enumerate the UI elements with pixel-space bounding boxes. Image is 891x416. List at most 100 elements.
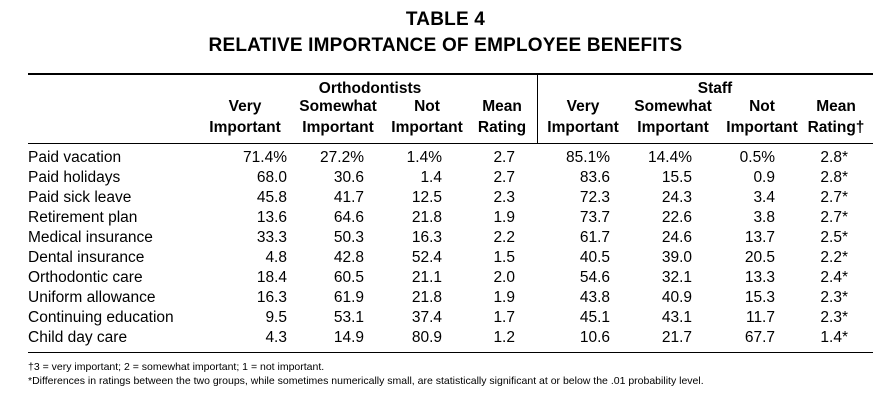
col-header-line1: Very xyxy=(228,98,262,115)
staff-value-cell: 2.3* xyxy=(820,289,848,306)
staff-value-cell: 2.5* xyxy=(820,229,848,246)
staff-value-cell: 10.6 xyxy=(579,329,610,346)
staff-value-cell: 15.5 xyxy=(661,169,692,186)
table-row: Orthodontic care 18.4 60.5 21.1 2.0 54.6 32.1 1… xyxy=(0,268,891,288)
staff-value-cell: 24.6 xyxy=(661,229,692,246)
staff-value-cell: 40.9 xyxy=(661,289,692,306)
orthodontist-value-cell: 2.3 xyxy=(493,189,515,206)
orthodontist-value-cell: 1.9 xyxy=(493,209,515,226)
col-header-line2: Rating xyxy=(477,119,527,136)
orthodontist-value-cell: 2.7 xyxy=(493,169,515,186)
orthodontist-value-cell: 52.4 xyxy=(411,249,442,266)
orthodontist-value-cell: 45.8 xyxy=(256,189,287,206)
col-header-line1: Mean xyxy=(482,98,522,115)
orthodontist-value-cell: 1.7 xyxy=(493,309,515,326)
table-row: Retirement plan 13.6 64.6 21.8 1.9 73.7 22.6 3.… xyxy=(0,208,891,228)
staff-value-cell: 0.9 xyxy=(753,169,775,186)
staff-value-cell: 22.6 xyxy=(661,209,692,226)
col-header-line1: Somewhat xyxy=(299,98,377,115)
orthodontist-value-cell: 16.3 xyxy=(411,229,442,246)
staff-value-cell: 3.8 xyxy=(753,209,775,226)
staff-value-cell: 85.1% xyxy=(566,149,610,166)
col-header-line2: Important xyxy=(547,119,619,136)
orthodontist-value-cell: 1.5 xyxy=(493,249,515,266)
row-label: Orthodontic care xyxy=(28,269,143,286)
orthodontist-value-cell: 68.0 xyxy=(256,169,287,186)
table-row: Child day care 4.3 14.9 80.9 1.2 10.6 21.7 67.7… xyxy=(0,328,891,348)
orthodontist-value-cell: 53.1 xyxy=(333,309,364,326)
orthodontist-value-cell: 27.2% xyxy=(320,149,364,166)
staff-value-cell: 20.5 xyxy=(744,249,775,266)
orthodontist-value-cell: 30.6 xyxy=(333,169,364,186)
bottom-rule xyxy=(28,352,873,353)
header-rule xyxy=(28,143,873,144)
staff-value-cell: 11.7 xyxy=(745,309,775,326)
staff-value-cell: 2.7* xyxy=(820,189,848,206)
col-header-line1: Not xyxy=(414,98,440,115)
orthodontist-value-cell: 18.4 xyxy=(256,269,287,286)
staff-value-cell: 15.3 xyxy=(744,289,775,306)
orthodontist-value-cell: 1.9 xyxy=(493,289,515,306)
col-header-mean-rating: Mean Rating xyxy=(470,96,534,138)
col-header-line2: Important xyxy=(302,119,374,136)
orthodontist-value-cell: 80.9 xyxy=(411,329,442,346)
row-label: Retirement plan xyxy=(28,209,138,226)
orthodontist-value-cell: 50.3 xyxy=(333,229,364,246)
row-label: Medical insurance xyxy=(28,229,153,246)
top-rule xyxy=(28,73,873,75)
col-header-not-important: Not Important xyxy=(385,96,469,138)
staff-value-cell: 13.3 xyxy=(744,269,775,286)
orthodontist-value-cell: 61.9 xyxy=(333,289,364,306)
table-row: Continuing education 9.5 53.1 37.4 1.7 45.1 43… xyxy=(0,308,891,328)
staff-value-cell: 2.8* xyxy=(820,149,848,166)
orthodontist-value-cell: 13.6 xyxy=(256,209,287,226)
row-label: Paid sick leave xyxy=(28,189,132,206)
col-header-very-important: Very Important xyxy=(205,96,285,138)
orthodontist-value-cell: 21.1 xyxy=(411,269,442,286)
table-row: Paid holidays 68.0 30.6 1.4 2.7 83.6 15.5 0.9 2.… xyxy=(0,168,891,188)
col-header-mean-rating-staff: Mean Rating† xyxy=(804,96,868,138)
col-header-very-important-staff: Very Important xyxy=(540,96,626,138)
staff-value-cell: 0.5% xyxy=(739,149,775,166)
row-label: Paid holidays xyxy=(28,169,121,186)
group-divider xyxy=(537,75,538,144)
staff-value-cell: 43.1 xyxy=(661,309,692,326)
table-title: TABLE 4 xyxy=(405,9,486,30)
table-row: Uniform allowance 16.3 61.9 21.8 1.9 43.8 40.9… xyxy=(0,288,891,308)
row-label: Dental insurance xyxy=(28,249,145,266)
orthodontist-value-cell: 21.8 xyxy=(411,289,442,306)
orthodontist-value-cell: 14.9 xyxy=(333,329,364,346)
orthodontist-value-cell: 12.5 xyxy=(411,189,442,206)
staff-value-cell: 2.4* xyxy=(820,269,848,286)
staff-value-cell: 39.0 xyxy=(661,249,692,266)
col-header-not-important-staff: Not Important xyxy=(720,96,804,138)
orthodontist-value-cell: 21.8 xyxy=(411,209,442,226)
footnote-significance: *Differences in ratings between the two … xyxy=(28,375,704,387)
table-row: Dental insurance 4.8 42.8 52.4 1.5 40.5 39.0 20… xyxy=(0,248,891,268)
col-header-somewhat-important-staff: Somewhat Important xyxy=(627,96,719,138)
group-header-staff: Staff xyxy=(697,80,733,97)
staff-value-cell: 72.3 xyxy=(579,189,610,206)
row-label: Uniform allowance xyxy=(28,289,156,306)
staff-value-cell: 24.3 xyxy=(661,189,692,206)
staff-value-cell: 73.7 xyxy=(579,209,610,226)
orthodontist-value-cell: 2.7 xyxy=(493,149,515,166)
orthodontist-value-cell: 42.8 xyxy=(333,249,364,266)
staff-value-cell: 2.2* xyxy=(820,249,848,266)
staff-value-cell: 2.3* xyxy=(820,309,848,326)
staff-value-cell: 2.7* xyxy=(820,209,848,226)
orthodontist-value-cell: 9.5 xyxy=(265,309,287,326)
orthodontist-value-cell: 64.6 xyxy=(333,209,364,226)
staff-value-cell: 2.8* xyxy=(820,169,848,186)
col-header-line2: Important xyxy=(637,119,709,136)
orthodontist-value-cell: 37.4 xyxy=(411,309,442,326)
orthodontist-value-cell: 2.0 xyxy=(493,269,515,286)
staff-value-cell: 43.8 xyxy=(579,289,610,306)
row-label: Continuing education xyxy=(28,309,174,326)
orthodontist-value-cell: 71.4% xyxy=(243,149,287,166)
staff-value-cell: 32.1 xyxy=(661,269,692,286)
staff-value-cell: 83.6 xyxy=(579,169,610,186)
footnote-scale: †3 = very important; 2 = somewhat import… xyxy=(28,361,325,373)
staff-value-cell: 21.7 xyxy=(661,329,692,346)
table-row: Paid sick leave 45.8 41.7 12.5 2.3 72.3 24.3 3.… xyxy=(0,188,891,208)
